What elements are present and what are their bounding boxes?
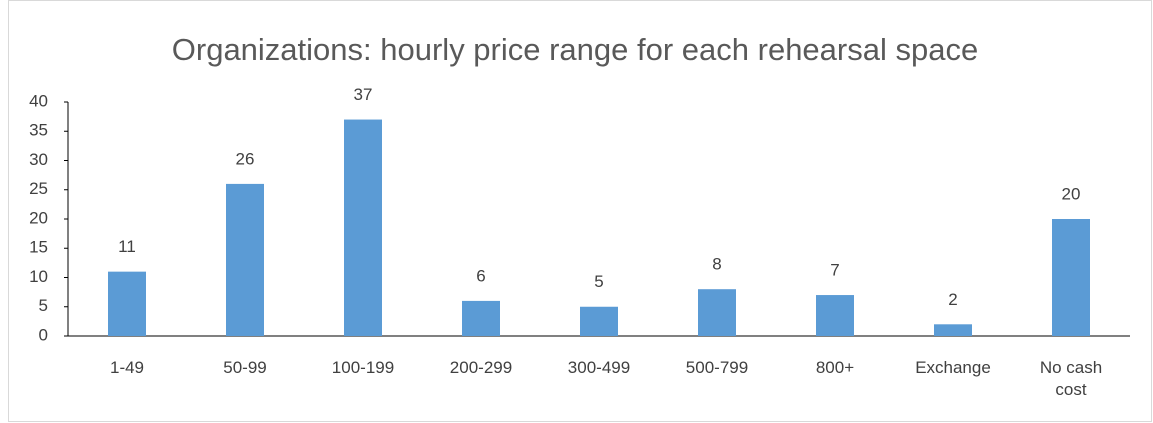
data-label: 5 bbox=[594, 272, 603, 291]
y-tick-label: 40 bbox=[29, 91, 48, 110]
bar bbox=[698, 289, 736, 336]
x-tick-label: 300-499 bbox=[567, 358, 631, 377]
x-tick-label: 50-99 bbox=[223, 358, 267, 377]
y-tick-label: 10 bbox=[29, 267, 48, 286]
x-tick-label: Exchange bbox=[915, 358, 991, 377]
x-tick-label: 100-199 bbox=[331, 358, 395, 377]
bar bbox=[1052, 219, 1090, 336]
x-tick-label: 500-799 bbox=[685, 358, 749, 377]
x-tick-label: 800+ bbox=[815, 358, 855, 377]
bar bbox=[344, 119, 382, 336]
y-tick-label: 25 bbox=[29, 179, 48, 198]
y-tick-label: 30 bbox=[29, 150, 48, 169]
chart-title: Organizations: hourly price range for ea… bbox=[172, 32, 978, 67]
y-tick-label: 0 bbox=[39, 325, 48, 344]
chart-border bbox=[8, 0, 1152, 422]
x-tick-label: 1-49 bbox=[109, 358, 145, 377]
y-tick-label: 5 bbox=[39, 296, 48, 315]
data-label: 20 bbox=[1062, 184, 1081, 203]
bar bbox=[934, 324, 972, 336]
y-tick-label: 35 bbox=[29, 121, 48, 140]
y-tick-label: 20 bbox=[29, 208, 48, 227]
data-label: 26 bbox=[236, 149, 255, 168]
data-label: 2 bbox=[948, 290, 957, 309]
bar bbox=[226, 183, 264, 336]
data-label: 37 bbox=[354, 85, 373, 104]
data-label: 7 bbox=[830, 261, 839, 280]
y-tick-label: 15 bbox=[29, 238, 48, 257]
bar bbox=[580, 306, 618, 336]
data-label: 8 bbox=[712, 255, 721, 274]
bar bbox=[816, 295, 854, 336]
bar bbox=[108, 271, 146, 336]
x-tick-label: No cash cost bbox=[1039, 358, 1103, 399]
data-label: 6 bbox=[476, 266, 485, 285]
x-tick-label: 200-299 bbox=[449, 358, 513, 377]
data-label: 11 bbox=[118, 237, 136, 256]
bar bbox=[462, 300, 500, 336]
